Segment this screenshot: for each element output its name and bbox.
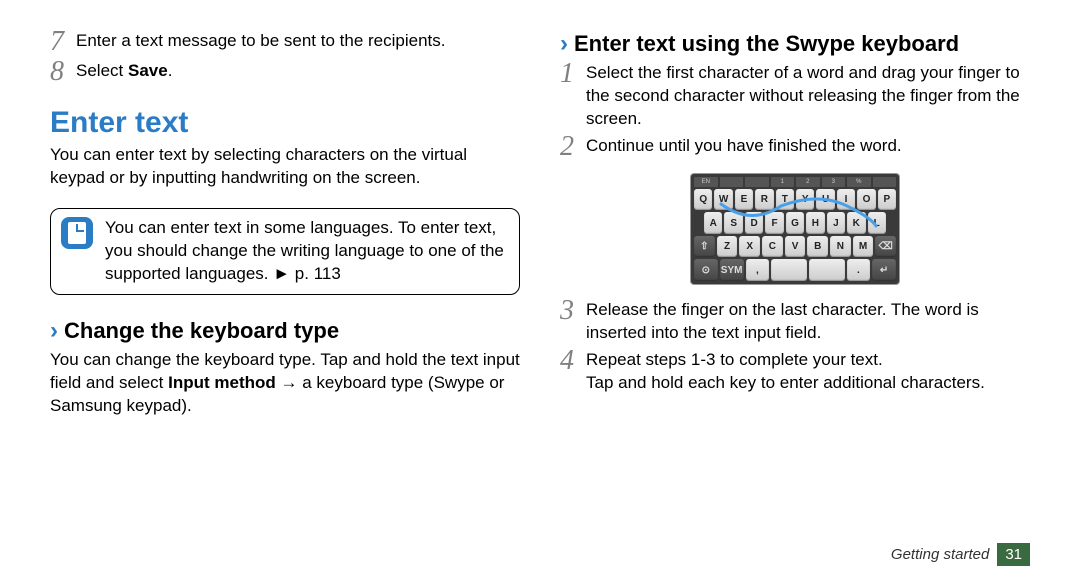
- step-number: 2: [560, 133, 586, 161]
- keyboard-key: J: [827, 212, 845, 234]
- keyboard-key: W: [714, 189, 732, 211]
- note-box: You can enter text in some languages. To…: [50, 208, 520, 295]
- step-3: 3 Release the finger on the last charact…: [560, 299, 1030, 345]
- subheading-text: Enter text using the Swype keyboard: [574, 31, 959, 57]
- keyboard-key: I: [837, 189, 855, 211]
- step-1: 1 Select the first character of a word a…: [560, 62, 1030, 131]
- page-number-badge: 31: [997, 543, 1030, 566]
- keyboard-key: ↵: [872, 259, 896, 281]
- step4-line1: Repeat steps 1-3 to complete your text.: [586, 350, 883, 369]
- keyboard-key: U: [816, 189, 834, 211]
- step-text: Select the first character of a word and…: [586, 62, 1030, 131]
- right-column: › Enter text using the Swype keyboard 1 …: [560, 30, 1030, 546]
- keyboard-key: F: [765, 212, 783, 234]
- keyboard-key: ⇧: [694, 236, 715, 258]
- keyboard-top-label: [720, 177, 744, 187]
- step-number: 8: [50, 58, 76, 86]
- step-text: Repeat steps 1-3 to complete your text. …: [586, 349, 1030, 395]
- keyboard-key: ,: [746, 259, 770, 281]
- step-number: 3: [560, 297, 586, 325]
- keyboard-key: R: [755, 189, 773, 211]
- keyboard-key: SYM: [720, 259, 744, 281]
- step-7: 7 Enter a text message to be sent to the…: [50, 30, 520, 56]
- keyboard-key: D: [745, 212, 763, 234]
- left-column: 7 Enter a text message to be sent to the…: [50, 30, 520, 546]
- keyboard-key: L: [868, 212, 886, 234]
- step-text: Continue until you have finished the wor…: [586, 135, 1030, 158]
- keyboard-key: A: [704, 212, 722, 234]
- intro-paragraph: You can enter text by selecting characte…: [50, 144, 520, 190]
- keyboard-key: K: [847, 212, 865, 234]
- keyboard-top-label: %: [847, 177, 871, 187]
- keyboard-top-label: [873, 177, 897, 187]
- page-footer: Getting started 31: [891, 543, 1030, 566]
- text-bold: Save: [128, 61, 168, 80]
- keyboard-key: N: [830, 236, 851, 258]
- step-number: 1: [560, 60, 586, 88]
- keyboard-key: [771, 259, 807, 281]
- keyboard-key: B: [807, 236, 828, 258]
- text-prefix: Select: [76, 61, 128, 80]
- subheading-change-keyboard-type: › Change the keyboard type: [50, 317, 520, 345]
- step-4: 4 Repeat steps 1-3 to complete your text…: [560, 349, 1030, 395]
- keyboard-key: ⌫: [875, 236, 896, 258]
- keyboard-key: H: [806, 212, 824, 234]
- keyboard-key: X: [739, 236, 760, 258]
- chevron-icon: ›: [50, 317, 58, 345]
- swype-keyboard-illustration: EN 123% QWERTYUIOP ASDFGHJKL ⇧ZXCVBNM⌫ ⊙S…: [690, 173, 900, 285]
- note-text: You can enter text in some languages. To…: [105, 217, 509, 286]
- keyboard-key: P: [878, 189, 896, 211]
- note-icon: [61, 217, 97, 249]
- keyboard-key: ⊙: [694, 259, 718, 281]
- keyboard-top-label: 2: [796, 177, 820, 187]
- keyboard-key: Q: [694, 189, 712, 211]
- keyboard-key: V: [785, 236, 806, 258]
- subheading-text: Change the keyboard type: [64, 318, 339, 344]
- keyboard-key: Y: [796, 189, 814, 211]
- keyboard-key: .: [847, 259, 871, 281]
- keyboard-top-label: [745, 177, 769, 187]
- keyboard-key: G: [786, 212, 804, 234]
- subheading-swype-keyboard: › Enter text using the Swype keyboard: [560, 30, 1030, 58]
- keyboard-top-label: 3: [822, 177, 846, 187]
- footer-section-label: Getting started: [891, 546, 989, 563]
- chevron-icon: ›: [560, 30, 568, 58]
- keyboard-key: Z: [717, 236, 738, 258]
- text-suffix: .: [168, 61, 173, 80]
- section-title-enter-text: Enter text: [50, 106, 520, 140]
- keyboard-key: E: [735, 189, 753, 211]
- step-8: 8 Select Save.: [50, 60, 520, 86]
- step-number: 7: [50, 28, 76, 56]
- keyboard-key: M: [853, 236, 874, 258]
- keyboard-key: C: [762, 236, 783, 258]
- change-keyboard-body: You can change the keyboard type. Tap an…: [50, 349, 520, 418]
- step-text: Select Save.: [76, 60, 520, 83]
- keyboard-top-label: EN: [694, 177, 718, 187]
- keyboard-top-label: 1: [771, 177, 795, 187]
- keyboard-key: T: [776, 189, 794, 211]
- step-text: Release the finger on the last character…: [586, 299, 1030, 345]
- body-bold: Input method: [168, 373, 276, 392]
- step4-line2: Tap and hold each key to enter additiona…: [586, 373, 985, 392]
- step-number: 4: [560, 347, 586, 375]
- step-2: 2 Continue until you have finished the w…: [560, 135, 1030, 161]
- keyboard-key: S: [724, 212, 742, 234]
- keyboard-key: [809, 259, 845, 281]
- step-text: Enter a text message to be sent to the r…: [76, 30, 520, 53]
- keyboard-key: O: [857, 189, 875, 211]
